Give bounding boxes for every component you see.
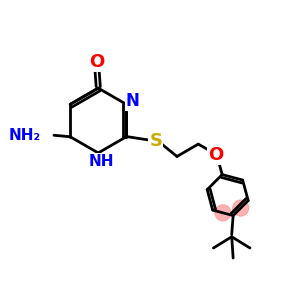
Text: N: N xyxy=(126,92,140,110)
Circle shape xyxy=(215,205,231,221)
Circle shape xyxy=(233,200,249,216)
Text: NH: NH xyxy=(88,154,114,169)
Text: S: S xyxy=(149,132,162,150)
Text: NH₂: NH₂ xyxy=(9,128,41,143)
Text: O: O xyxy=(89,52,104,70)
Text: O: O xyxy=(208,146,223,164)
